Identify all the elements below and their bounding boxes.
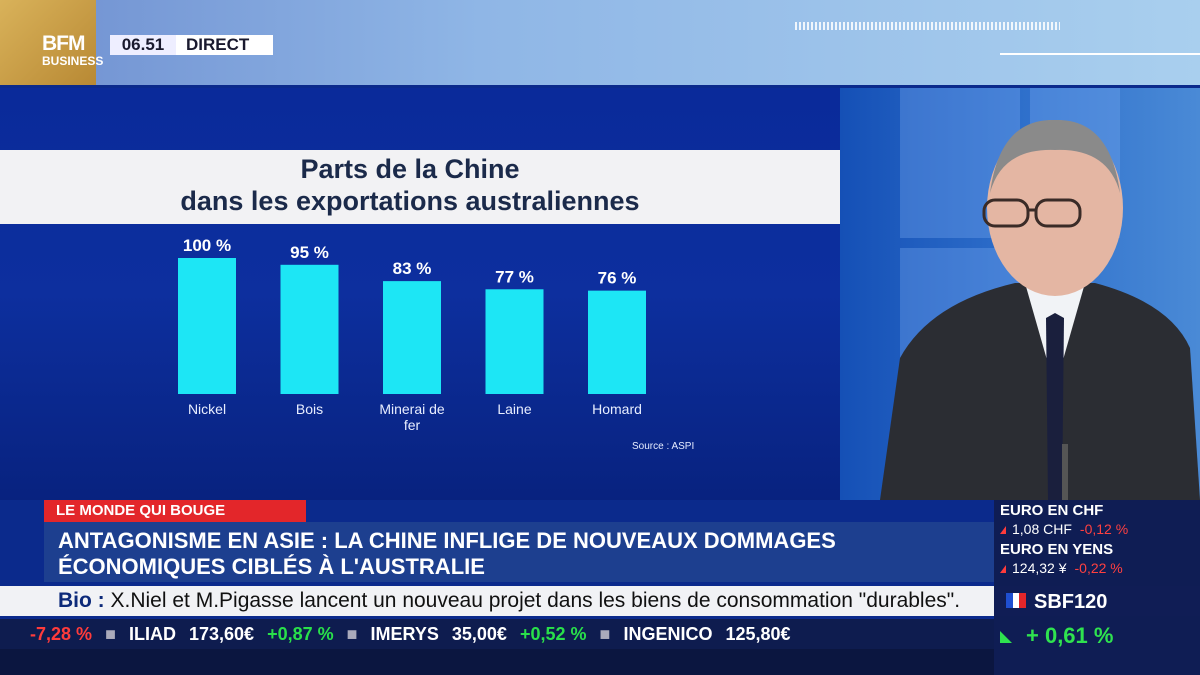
bar-minerai-de-fer — [383, 281, 441, 394]
category-label: Nickel — [188, 401, 226, 417]
bio-label: Bio : — [58, 589, 105, 612]
stock-ticker: -7,28 % ■ ILIAD 173,60€ +0,87 % ■ IMERYS… — [0, 619, 994, 649]
bottom-strip — [0, 649, 994, 675]
category-label: Homard — [592, 401, 642, 417]
bar-homard — [588, 290, 646, 394]
bar-bois — [280, 264, 339, 394]
down-arrow-icon — [1000, 565, 1006, 573]
eur-jpy-label: EURO EN YENS — [1000, 541, 1114, 558]
up-arrow-icon — [1000, 631, 1012, 644]
decorative-stripes — [795, 22, 1060, 30]
ticker-name: ILIAD — [128, 624, 176, 644]
headline-bar — [44, 522, 994, 582]
presenter-silhouette — [880, 119, 1200, 500]
decorative-line — [1000, 53, 1200, 55]
ticker-name: INGENICO — [623, 624, 713, 644]
clock-time: 06.51 — [110, 35, 176, 55]
ticker-price: 125,80€ — [725, 624, 791, 644]
france-flag-icon — [1006, 593, 1026, 608]
logo-top-text: BFM — [42, 32, 86, 55]
bar-value-label: 100 % — [183, 236, 231, 255]
chart-source: Source : ASPI — [632, 441, 695, 452]
ticker-change: -7,28 % — [30, 624, 93, 644]
segment-tag: LE MONDE QUI BOUGE — [44, 500, 306, 522]
eur-chf-label: EURO EN CHF — [1000, 502, 1104, 519]
index-header — [994, 586, 1200, 616]
ticker-name: IMERYS — [370, 624, 439, 644]
ticker-price: 35,00€ — [451, 624, 507, 644]
bio-news-bar: Bio : X.Niel et M.Pigasse lancent un nou… — [0, 586, 994, 616]
category-label: Laine — [497, 401, 531, 417]
eur-chf-value: 1,08 CHF — [1012, 521, 1072, 537]
chart-title-box — [0, 150, 840, 224]
live-label: DIRECT — [186, 35, 250, 54]
channel-logo: BFM BUSINESS — [42, 33, 106, 77]
index-change-row: + 0,61 % — [1000, 623, 1200, 653]
studio-background — [840, 88, 1200, 500]
chart-title-line2: dans les exportations australiennes — [180, 186, 640, 216]
eur-chf-row: 1,08 CHF -0,12 % — [1000, 521, 1128, 537]
bar-value-label: 95 % — [290, 243, 329, 262]
bar-value-label: 83 % — [393, 259, 432, 278]
category-label: Minerai de — [379, 401, 445, 417]
live-clock-badge: 06.51 DIRECT — [110, 35, 273, 55]
logo-bottom-text: BUSINESS — [42, 54, 104, 68]
bar-laine — [485, 289, 544, 394]
bar-value-label: 77 % — [495, 267, 534, 286]
chart-title-line1: Parts de la Chine — [300, 154, 520, 184]
eur-jpy-change: -0,22 % — [1074, 560, 1123, 576]
index-name: SBF120 — [1034, 591, 1108, 613]
ticker-price: 173,60€ — [188, 624, 255, 644]
eur-jpy-value: 124,32 ¥ — [1012, 560, 1067, 576]
eur-chf-change: -0,12 % — [1079, 521, 1129, 537]
down-arrow-icon — [1000, 526, 1006, 534]
ticker-separator: ■ — [105, 624, 116, 644]
ticker-change: +0,52 % — [519, 624, 587, 644]
headline-line2: ÉCONOMIQUES CIBLÉS À L'AUSTRALIE — [58, 554, 485, 579]
bar-value-label: 76 % — [598, 269, 637, 288]
headline-line1: ANTAGONISME EN ASIE : LA CHINE INFLIGE D… — [58, 528, 836, 553]
ticker-separator: ■ — [346, 624, 358, 644]
ticker-change: +0,87 % — [267, 624, 334, 644]
category-label: Bois — [296, 401, 323, 417]
eur-jpy-row: 124,32 ¥ -0,22 % — [1000, 560, 1123, 576]
index-change: + 0,61 % — [1026, 623, 1114, 648]
category-label: fer — [404, 417, 421, 433]
logo-background — [0, 0, 96, 85]
bio-text: X.Niel et M.Pigasse lancent un nouveau p… — [110, 589, 961, 612]
ticker-separator: ■ — [599, 624, 611, 644]
bar-nickel — [178, 258, 236, 394]
